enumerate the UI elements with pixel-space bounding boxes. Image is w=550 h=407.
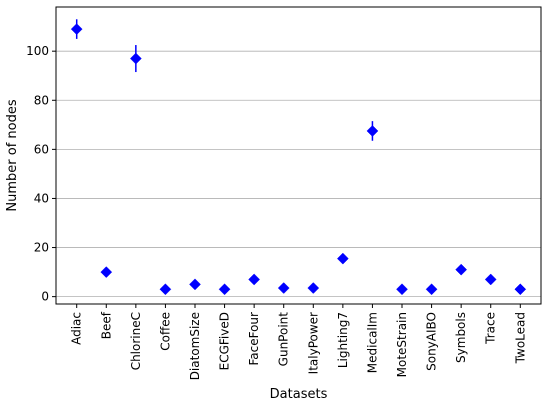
- data-point-diatomsize: [189, 278, 201, 291]
- x-tick-label: DiatomSize: [188, 312, 202, 380]
- data-point-coffee: [159, 283, 172, 296]
- x-tick-label: Adiac: [70, 312, 84, 345]
- y-axis-label: Number of nodes: [5, 99, 20, 211]
- x-tick-label: SonyAIBO: [425, 312, 439, 371]
- x-tick-label: GunPoint: [277, 312, 291, 367]
- data-point-ecgfived: [218, 283, 231, 296]
- x-tick-label: Symbols: [454, 312, 468, 363]
- plot-frame: [55, 6, 542, 305]
- data-point-facefour: [248, 273, 260, 286]
- data-point-medicalim: [366, 125, 379, 137]
- x-tick-label: Beef: [99, 311, 113, 339]
- data-point-trace: [484, 273, 497, 286]
- data-point-adiac: [70, 23, 83, 35]
- data-point-motestrain: [396, 283, 408, 296]
- y-tick-label: 40: [34, 191, 49, 205]
- y-tick-label: 0: [41, 290, 49, 304]
- x-tick-label: ChlorineC: [129, 312, 143, 370]
- x-tick-label: TwoLead: [513, 312, 527, 364]
- x-tick-label: ECGFiveD: [218, 312, 232, 370]
- y-tick-label: 80: [34, 93, 49, 107]
- y-tick-label: 60: [34, 142, 49, 156]
- x-axis-label: Datasets: [270, 387, 328, 402]
- x-tick-label: FaceFour: [247, 312, 261, 366]
- x-tick-label: MoteStrain: [395, 312, 409, 377]
- x-tick-label: Trace: [484, 312, 498, 345]
- data-point-symbols: [455, 263, 468, 276]
- data-point-italypower: [307, 282, 320, 294]
- data-point-sonyaibo: [425, 283, 438, 296]
- x-tick-label: ItalyPower: [306, 312, 320, 374]
- data-point-lighting7: [337, 252, 349, 265]
- x-tick-label: Coffee: [158, 312, 172, 351]
- data-point-beef: [100, 266, 113, 278]
- y-tick-label: 100: [26, 44, 49, 58]
- data-markers: [70, 19, 527, 296]
- x-tick-label: MedicalIm: [365, 312, 379, 373]
- data-point-twolead: [514, 283, 527, 296]
- y-gridlines: [56, 50, 541, 298]
- x-tick-label: Lighting7: [336, 312, 350, 368]
- y-ticks: 0 20 40 60 80 100: [26, 44, 56, 304]
- y-tick-label: 20: [34, 241, 49, 255]
- x-ticks: Adiac Beef ChlorineC Coffee DiatomSize ECGFiv…: [70, 304, 527, 380]
- data-point-chlorinec: [129, 52, 142, 65]
- data-point-gunpoint: [277, 282, 290, 294]
